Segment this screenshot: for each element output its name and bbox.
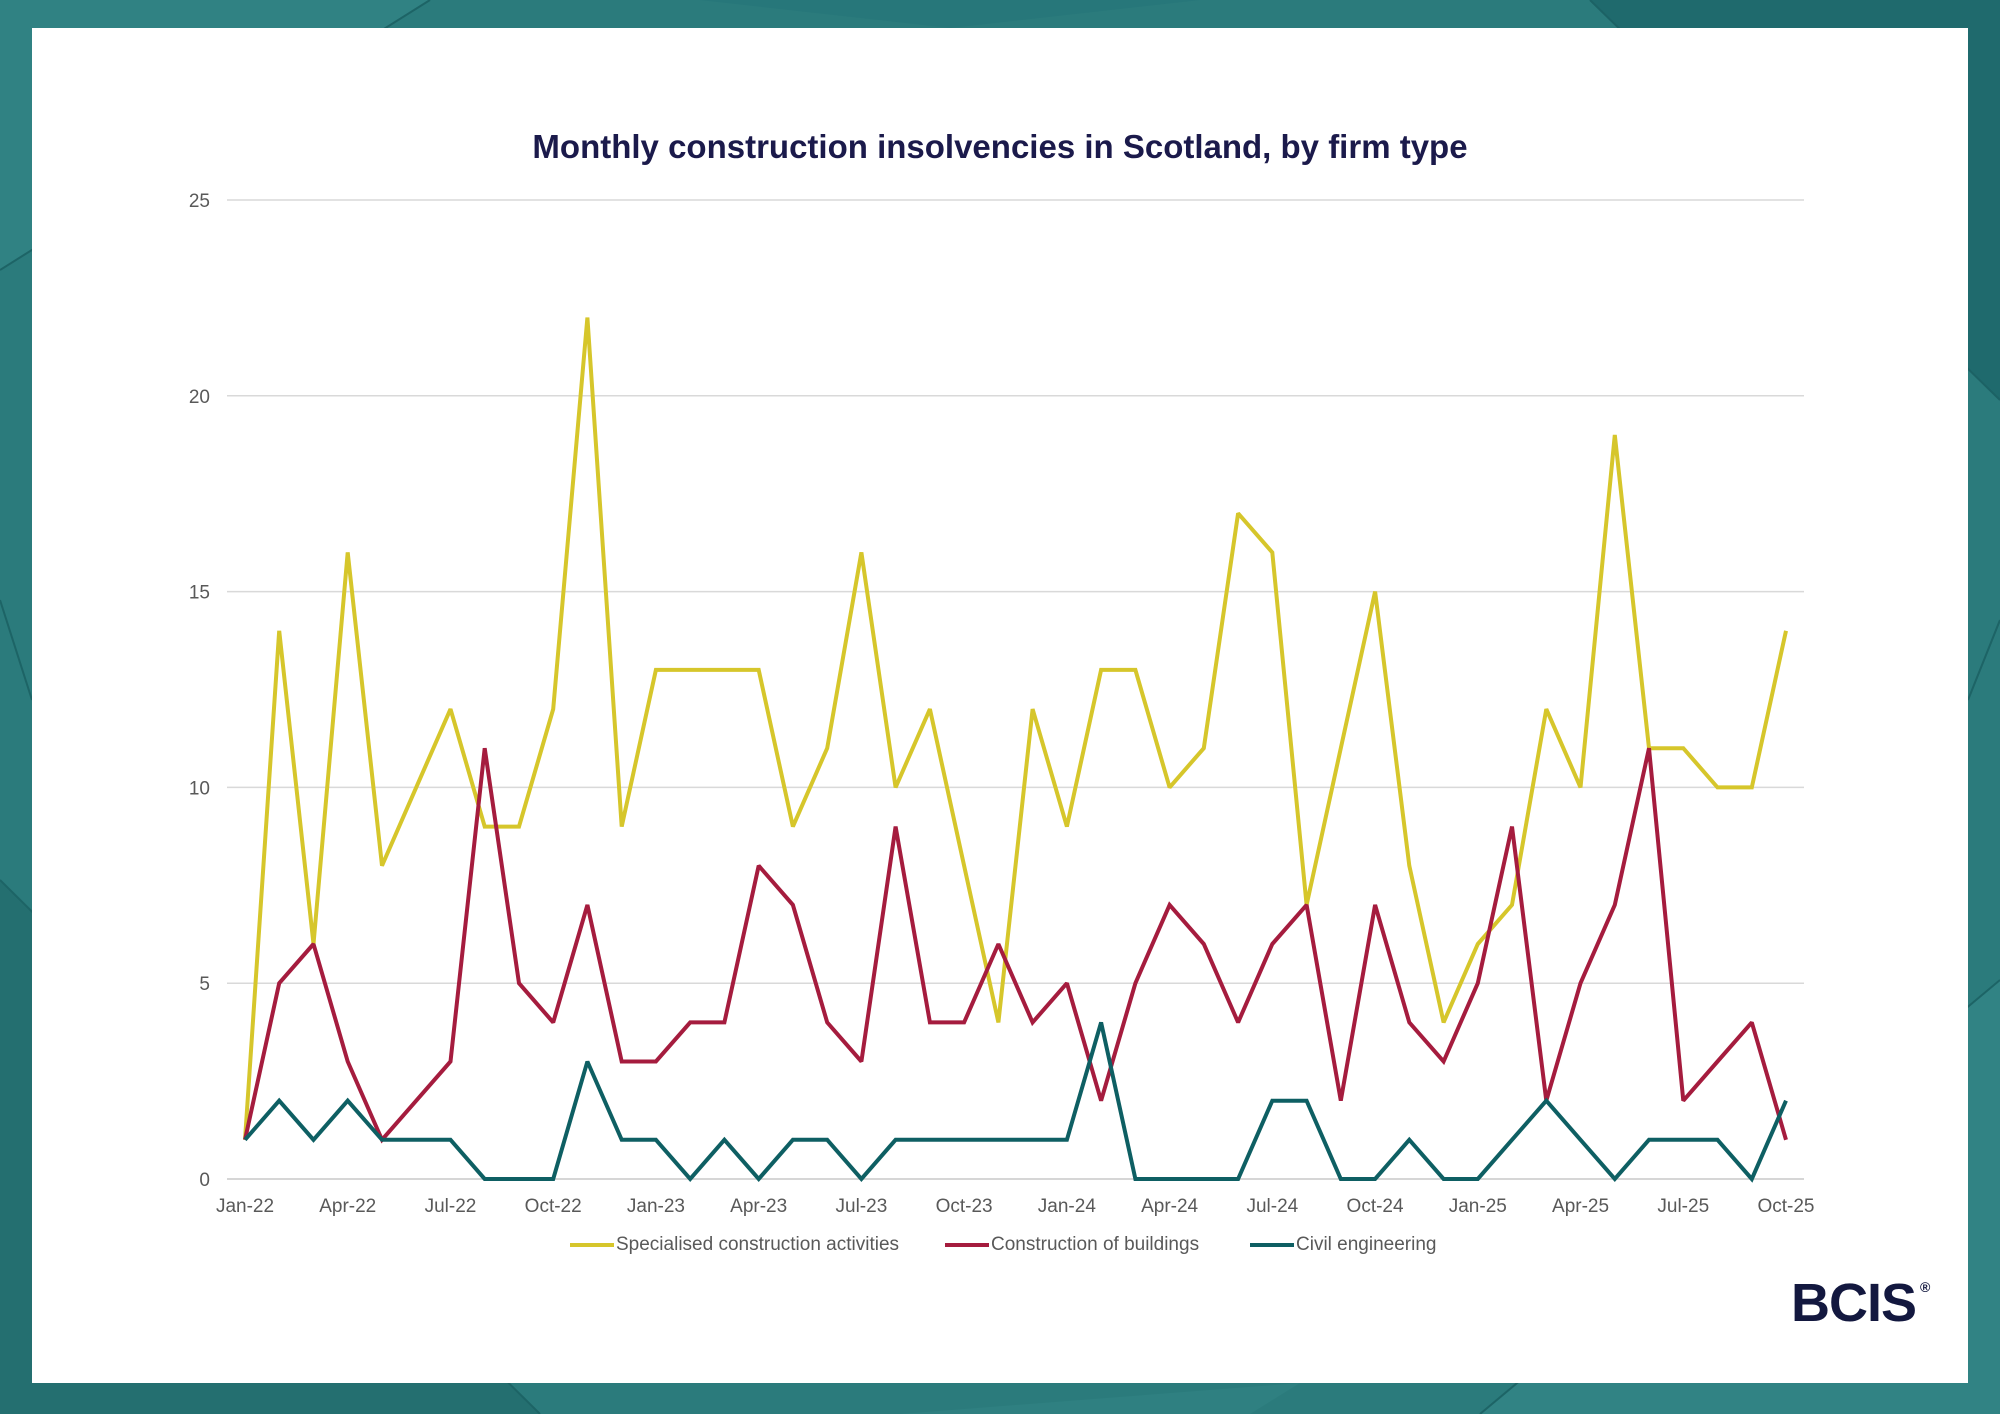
series-lines: [243, 317, 1788, 1183]
series-line-0: [243, 317, 1788, 1140]
x-tick-label: Jul-23: [836, 1196, 888, 1217]
x-tick-label: Jul-22: [425, 1196, 477, 1217]
x-tick-label: Jan-24: [1038, 1196, 1097, 1217]
x-tick-label: Jan-22: [216, 1196, 274, 1217]
x-tick-label: Jul-24: [1246, 1196, 1298, 1217]
x-tick-label: Apr-23: [730, 1196, 787, 1217]
x-axis-tick-labels: Jan-22 Apr-22 Jul-22 Oct-22 Jan-23 Apr-23 Jul-…: [216, 1196, 1815, 1217]
y-tick-label: 0: [199, 1170, 210, 1191]
y-tick-label: 15: [189, 583, 210, 604]
legend-label-buildings: Construction of buildings: [991, 1234, 1200, 1255]
legend-label-civil-engineering: Civil engineering: [1296, 1234, 1437, 1255]
series-line-1: [243, 747, 1788, 1144]
bcis-logo: BCIS ®: [1791, 1273, 1931, 1333]
x-tick-label: Oct-24: [1347, 1196, 1404, 1217]
x-tick-label: Jan-23: [627, 1196, 685, 1217]
x-tick-label: Apr-22: [319, 1196, 376, 1217]
y-tick-label: 5: [199, 974, 210, 995]
chart-title: Monthly construction insolvencies in Sco…: [532, 128, 1468, 165]
y-tick-label: 25: [189, 191, 210, 212]
legend-swatch-specialised: [570, 1243, 614, 1247]
y-tick-label: 20: [189, 387, 210, 408]
x-tick-label: Apr-24: [1141, 1196, 1198, 1217]
legend-item-civil-engineering: Civil engineering: [1250, 1233, 1436, 1257]
legend-item-specialised: Specialised construction activities: [570, 1233, 899, 1257]
x-tick-label: Apr-25: [1552, 1196, 1609, 1217]
x-tick-label: Jan-25: [1449, 1196, 1507, 1217]
x-tick-label: Oct-23: [936, 1196, 993, 1217]
legend-item-buildings: Construction of buildings: [945, 1233, 1199, 1257]
logo-registered-mark: ®: [1920, 1279, 1931, 1295]
x-tick-label: Jul-25: [1657, 1196, 1709, 1217]
series-line-2: [243, 1021, 1788, 1183]
x-tick-label: Oct-22: [525, 1196, 582, 1217]
legend-swatch-civil-engineering: [1250, 1243, 1294, 1247]
legend-label-specialised: Specialised construction activities: [616, 1234, 900, 1255]
x-tick-label: Oct-25: [1757, 1196, 1814, 1217]
legend-swatch-buildings: [945, 1243, 989, 1247]
y-tick-label: 10: [189, 778, 210, 799]
logo-wordmark: BCIS: [1791, 1273, 1916, 1333]
y-axis-tick-labels: 0 5 10 15 20 25: [189, 191, 210, 1191]
